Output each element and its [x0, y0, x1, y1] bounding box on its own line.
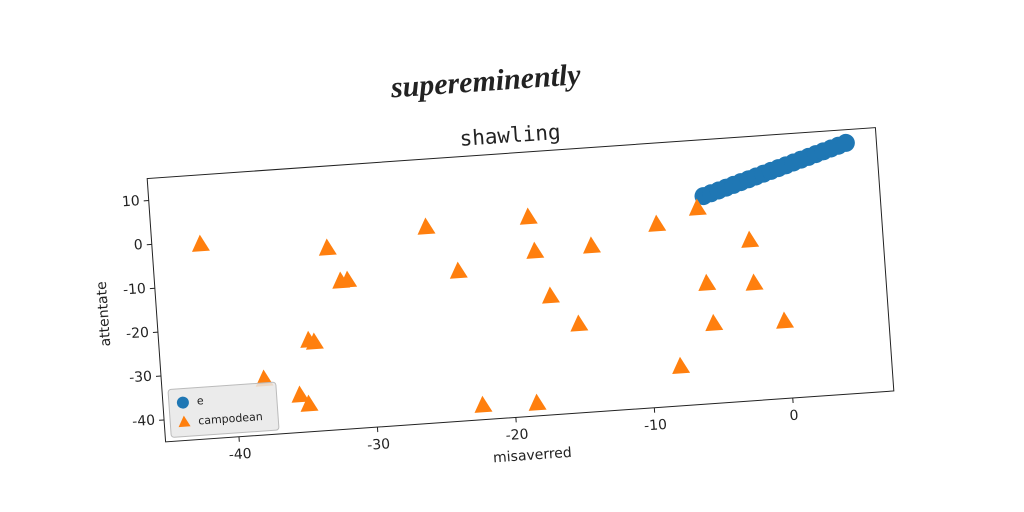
point	[542, 286, 560, 304]
point	[672, 356, 691, 374]
point	[648, 214, 667, 232]
y-tick-label: -10	[122, 281, 146, 299]
point	[745, 273, 764, 291]
y-axis-label: attentate	[94, 281, 115, 347]
point	[417, 217, 436, 235]
point	[776, 311, 795, 329]
point	[705, 313, 724, 332]
point	[191, 234, 210, 252]
y-tick-label: -30	[129, 369, 153, 387]
x-tick-label: -20	[505, 427, 529, 445]
y-tick-label: 10	[121, 193, 140, 210]
x-tick-label: -40	[228, 446, 252, 464]
x-tick-label: 0	[789, 408, 799, 425]
x-tick-label: -30	[367, 436, 391, 454]
y-tick-label: -40	[132, 413, 156, 431]
point	[291, 385, 310, 403]
legend-marker	[178, 415, 191, 428]
point	[526, 241, 545, 259]
point	[449, 261, 468, 279]
point	[688, 198, 707, 216]
point	[741, 230, 760, 248]
point	[318, 238, 337, 256]
y-tick-label: 0	[133, 237, 143, 254]
legend-label: campodean	[198, 410, 263, 427]
point	[300, 394, 319, 412]
point	[583, 236, 601, 254]
axes-frame	[146, 127, 895, 443]
point	[305, 332, 324, 350]
legend-marker	[176, 396, 189, 409]
x-axis-label: misaverred	[493, 445, 573, 466]
point	[836, 133, 855, 152]
point	[339, 270, 358, 288]
legend-label: e	[196, 394, 204, 407]
legend-box	[167, 381, 280, 438]
chart-suptitle: supereminently	[389, 58, 583, 104]
point	[528, 393, 547, 411]
point	[698, 273, 717, 291]
chart-title: shawling	[459, 120, 562, 151]
y-tick-label: -20	[126, 325, 150, 343]
point	[474, 395, 493, 413]
point	[570, 314, 589, 332]
x-tick-label: -10	[644, 417, 668, 435]
plot-area: supereminently shawling misaverred atten…	[94, 58, 895, 466]
point	[519, 207, 538, 225]
